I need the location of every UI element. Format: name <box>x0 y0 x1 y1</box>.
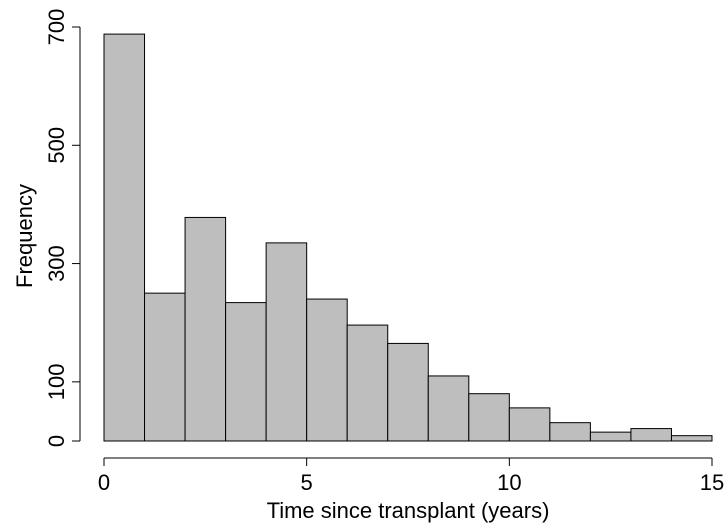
histogram-bar-7 <box>387 342 429 442</box>
histogram-bar-4 <box>265 242 308 442</box>
y-axis: 0 100 300 500 700 <box>44 9 81 447</box>
histogram-bar-12 <box>589 431 632 442</box>
x-tick-label-3: 15 <box>700 470 724 495</box>
y-axis-title: Frequency <box>12 184 37 288</box>
histogram-bar-8 <box>427 375 470 442</box>
x-axis: 0 5 10 15 <box>98 457 724 495</box>
y-tick-label-4: 700 <box>44 9 69 46</box>
y-tick-label-1: 100 <box>44 363 69 400</box>
histogram-bar-3 <box>225 302 267 442</box>
x-axis-title: Time since transplant (years) <box>267 498 550 523</box>
y-tick-label-0: 0 <box>44 435 69 447</box>
y-tick-label-3: 500 <box>44 127 69 164</box>
histogram-bar-0 <box>103 33 146 442</box>
x-tick-label-0: 0 <box>98 470 110 495</box>
histogram-bar-6 <box>346 324 389 442</box>
histogram-bar-9 <box>468 393 510 442</box>
histogram-bar-14 <box>670 435 713 442</box>
histogram-bar-1 <box>144 292 186 442</box>
bars-group <box>103 33 713 442</box>
x-tick-label-1: 5 <box>301 470 313 495</box>
histogram-bar-11 <box>549 422 591 442</box>
histogram-bar-10 <box>508 407 551 442</box>
x-tick-label-2: 10 <box>497 470 521 495</box>
histogram-bar-13 <box>630 428 672 442</box>
histogram-bar-2 <box>184 216 227 442</box>
histogram-bar-5 <box>306 298 348 442</box>
y-tick-label-2: 300 <box>44 245 69 282</box>
